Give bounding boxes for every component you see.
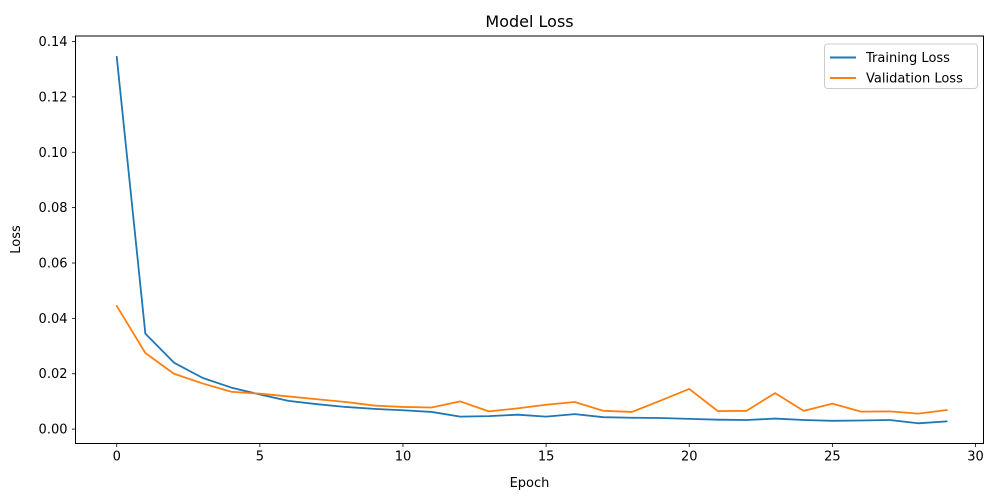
series-layer (115, 55, 948, 425)
y-tick-label: 0.06 (39, 257, 68, 272)
chart-title: Model Loss (485, 12, 573, 31)
y-axis-ticks: 0.00 0.02 0.04 0.06 0.08 0.10 0.12 0.14 (39, 35, 76, 438)
y-tick-label: 0.02 (39, 367, 68, 382)
validation-loss-line (115, 305, 948, 415)
y-tick-label: 0.14 (39, 35, 68, 50)
y-tick-label: 0.04 (39, 312, 68, 327)
x-axis-ticks: 0 5 10 15 20 25 30 (113, 443, 984, 465)
x-tick-label: 20 (681, 450, 698, 465)
y-tick-label: 0.00 (39, 423, 68, 438)
x-tick-label: 10 (395, 450, 412, 465)
legend: Training Loss Validation Loss (824, 43, 978, 89)
y-tick-label: 0.12 (39, 90, 68, 105)
x-tick-label: 15 (538, 450, 555, 465)
y-tick-label: 0.08 (39, 201, 68, 216)
plot-border (75, 35, 984, 444)
training-loss-legend-label: Training Loss (865, 51, 950, 66)
validation-loss-legend-label: Validation Loss (866, 72, 963, 87)
legend-box (824, 43, 978, 89)
training-loss-line (115, 55, 948, 425)
y-tick-label: 0.10 (39, 146, 68, 161)
y-axis-label: Loss (9, 225, 24, 254)
x-tick-label: 0 (113, 450, 121, 465)
x-tick-label: 5 (256, 450, 264, 465)
x-tick-label: 30 (967, 450, 984, 465)
x-axis-label: Epoch (510, 476, 550, 491)
x-tick-label: 25 (824, 450, 841, 465)
